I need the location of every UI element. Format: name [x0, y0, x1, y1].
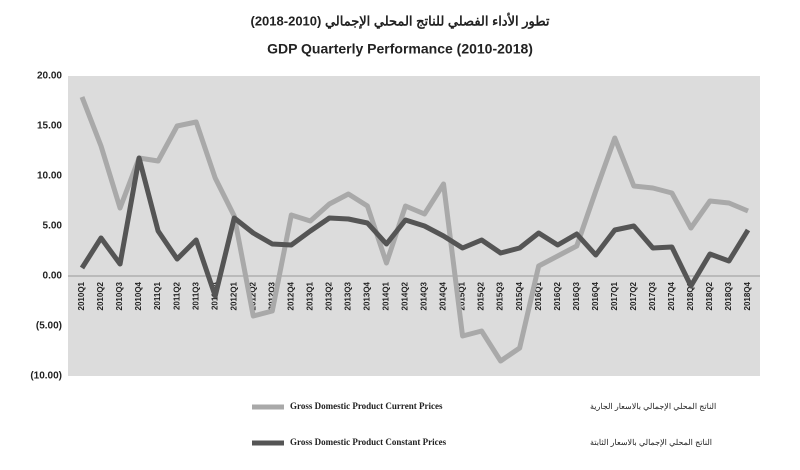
- y-tick-label: 15.00: [37, 121, 62, 132]
- x-tick-label: 2017Q2: [629, 281, 638, 310]
- x-tick-label: 2010Q1: [77, 281, 86, 310]
- x-tick-label: 2015Q2: [477, 281, 486, 310]
- x-tick-label: 2010Q3: [115, 281, 124, 310]
- legend-label: Gross Domestic Product Constant Prices: [290, 437, 447, 447]
- plot-area: [68, 76, 760, 376]
- chart-title-ar: تطور الأداء الفصلي للناتج المحلي الإجمال…: [250, 12, 549, 29]
- x-tick-label: 2016Q2: [553, 281, 562, 310]
- legend-label: Gross Domestic Product Current Prices: [290, 401, 443, 411]
- x-tick-label: 2018Q4: [743, 281, 752, 310]
- x-tick-label: 2011Q3: [191, 281, 200, 310]
- x-tick-label: 2016Q1: [534, 281, 543, 310]
- x-tick-label: 2013Q4: [363, 281, 372, 310]
- x-tick-label: 2016Q4: [591, 281, 600, 310]
- x-tick-label: 2010Q2: [96, 281, 105, 310]
- x-tick-label: 2018Q3: [724, 281, 733, 310]
- x-tick-label: 2017Q1: [610, 281, 619, 310]
- series-line: [79, 96, 749, 364]
- x-tick-label: 2018Q2: [705, 281, 714, 310]
- y-tick-label: 10.00: [37, 171, 62, 182]
- x-tick-label: 2012Q4: [286, 281, 295, 310]
- legend-label-ar: الناتج المحلي الإجمالي بالاسعار الثابتة: [590, 438, 712, 447]
- y-tick-label: 20.00: [37, 71, 62, 82]
- x-tick-label: 2016Q3: [572, 281, 581, 310]
- y-tick-label: (10.00): [30, 371, 62, 382]
- x-tick-label: 2014Q1: [382, 281, 391, 310]
- x-tick-label: 2011Q1: [153, 281, 162, 310]
- x-tick-label: 2017Q3: [648, 281, 657, 310]
- x-tick-label: 2014Q3: [420, 281, 429, 310]
- y-tick-label: 5.00: [43, 221, 63, 232]
- x-tick-label: 2017Q4: [667, 281, 676, 310]
- y-tick-label: 0.00: [43, 271, 63, 282]
- x-tick-label: 2013Q3: [344, 281, 353, 310]
- series-line: [79, 155, 751, 299]
- x-tick-label: 2014Q4: [439, 281, 448, 310]
- x-tick-label: 2013Q1: [305, 281, 314, 310]
- y-tick-label: (5.00): [36, 321, 62, 332]
- x-tick-label: 2014Q2: [401, 281, 410, 310]
- x-tick-label: 2012Q3: [267, 281, 276, 310]
- x-tick-label: 2015Q3: [496, 281, 505, 310]
- x-tick-label: 2012Q2: [248, 281, 257, 310]
- x-tick-label: 2011Q2: [172, 281, 181, 310]
- chart-title: GDP Quarterly Performance (2010-2018): [267, 41, 533, 57]
- x-tick-label: 2018Q1: [686, 281, 695, 310]
- x-tick-label: 2012Q1: [229, 281, 238, 310]
- x-tick-label: 2015Q1: [458, 281, 467, 310]
- x-tick-label: 2015Q4: [515, 281, 524, 310]
- x-tick-label: 2013Q2: [324, 281, 333, 310]
- legend-label-ar: الناتج المحلي الإجمالي بالاسعار الجارية: [590, 402, 716, 411]
- x-tick-label: 2010Q4: [134, 281, 143, 310]
